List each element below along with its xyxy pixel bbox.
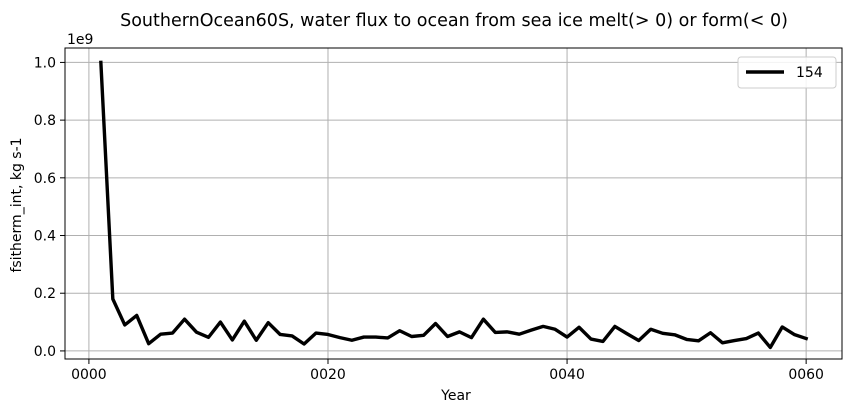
y-tick-label: 0.4 — [34, 229, 56, 245]
y-tick-label: 0.8 — [34, 113, 56, 129]
plot-frame — [64, 47, 843, 360]
y-tick-label: 0.6 — [34, 171, 56, 187]
y-tick-label: 0.2 — [34, 286, 56, 302]
x-tick-label: 0020 — [310, 367, 346, 383]
x-tick-label: 0000 — [71, 367, 107, 383]
y-tick-label: 1.0 — [34, 55, 56, 71]
x-axis-label: Year — [440, 388, 471, 404]
y-axis-label: fsitherm_int, kg s-1 — [9, 137, 25, 272]
series-line-154 — [99, 60, 809, 350]
y-axis-ticks: 0.0 0.2 0.4 0.6 0.8 1.0 — [34, 55, 65, 360]
legend-box — [737, 56, 837, 89]
x-axis-ticks: 0000 0020 0040 0060 — [71, 359, 824, 383]
x-tick-label: 0040 — [549, 367, 585, 383]
legend: 154 — [737, 56, 837, 89]
legend-label: 154 — [796, 65, 823, 81]
chart-title: SouthernOcean60S, water flux to ocean fr… — [120, 11, 788, 31]
y-tick-label: 0.0 — [34, 344, 56, 360]
x-tick-label: 0060 — [788, 367, 824, 383]
y-axis-offset-label: 1e9 — [67, 32, 93, 48]
grid — [65, 48, 842, 359]
